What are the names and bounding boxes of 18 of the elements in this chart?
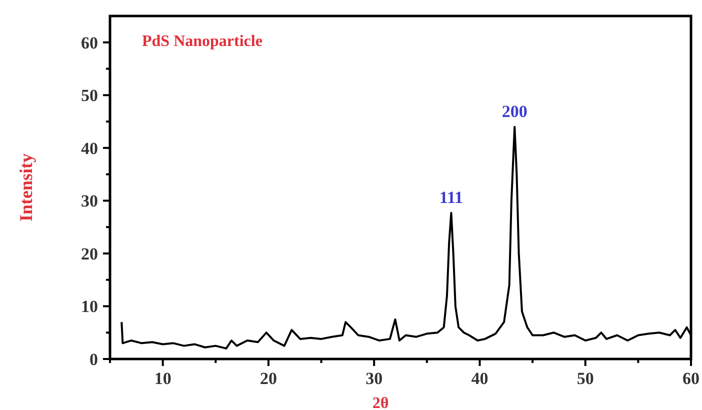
y-axis-title: Intensity — [16, 153, 36, 222]
x-tick-label: 60 — [682, 369, 700, 388]
annotation: 200 — [502, 102, 528, 121]
y-tick-label: 30 — [81, 192, 98, 211]
x-tick-label: 30 — [366, 369, 383, 388]
x-axis-title: 2θ — [372, 395, 389, 410]
y-tick-label: 40 — [81, 138, 98, 158]
x-tick-label: 40 — [471, 369, 488, 388]
y-tick-label: 20 — [81, 244, 98, 264]
x-tick-label: 10 — [154, 369, 172, 388]
x-tick-label: 20 — [260, 369, 277, 388]
y-tick-label: 50 — [81, 86, 98, 106]
y-tick-label: 0 — [90, 350, 98, 369]
y-tick-label: 10 — [81, 297, 98, 316]
y-tick-label: 60 — [81, 33, 98, 52]
x-tick-label: 50 — [576, 369, 594, 388]
text: PdS Nanoparticle — [142, 33, 262, 50]
annotation: 111 — [439, 188, 464, 207]
